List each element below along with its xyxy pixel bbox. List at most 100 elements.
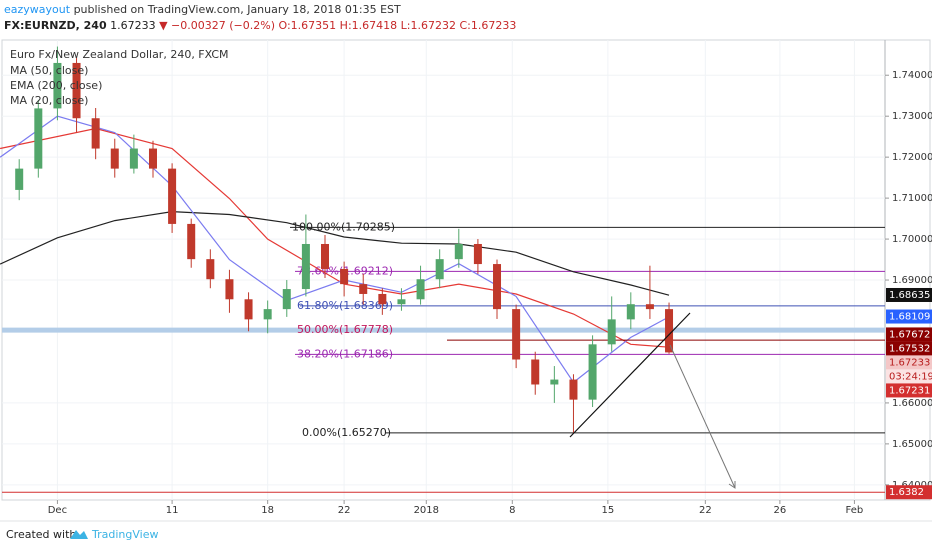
candle-body: [569, 379, 578, 400]
y-tick-label: 1.69000: [892, 275, 932, 286]
x-tick-label: Dec: [48, 505, 67, 516]
candle-body: [473, 243, 482, 265]
fib-label: 50.00%(1.67778): [297, 323, 393, 336]
x-tick-label: 22: [338, 505, 351, 516]
ma-line: [0, 127, 670, 348]
trend-line: [569, 312, 691, 438]
candle-body: [512, 309, 521, 360]
candle-body: [435, 259, 444, 280]
candle-body: [187, 223, 196, 260]
candle-body: [359, 284, 368, 294]
candle-body: [665, 309, 674, 353]
axes: 1.74000 1.73000 1.72000 1.71000 1.70000 1.690…: [48, 70, 932, 516]
overlays: 100.00%(1.70285)78.60%(1.69212)61.80%(1.…: [0, 115, 885, 493]
y-tick-label: 1.66000: [892, 398, 932, 409]
legend-entry: MA (50, close): [10, 64, 88, 77]
footer-brand[interactable]: TradingView: [91, 528, 158, 541]
candle-body: [340, 268, 349, 285]
header-line-2: FX:EURNZD, 240 1.67233 ▼ −0.00327 (−0.2%…: [4, 19, 516, 32]
candle-body: [148, 148, 157, 169]
legend-entry: EMA (200, close): [10, 79, 102, 92]
price-label: 1.67233: [889, 357, 930, 368]
candle-body: [454, 243, 463, 260]
candle-body: [53, 62, 62, 109]
price-label-box: [886, 309, 932, 324]
drawings: [569, 312, 736, 489]
candle-body: [129, 148, 138, 169]
price-label-box: [886, 341, 932, 356]
price-label-box: [886, 355, 932, 370]
candle-body: [263, 309, 272, 320]
x-tick-label: 8: [509, 505, 515, 516]
x-tick-label: 15: [602, 505, 615, 516]
price-label: 1.67672: [889, 329, 930, 340]
fib-label: 61.80%(1.68369): [297, 299, 393, 312]
price-label: 1.67231: [889, 385, 930, 396]
candle-body: [244, 299, 253, 320]
y-tick-label: 1.72000: [892, 152, 932, 163]
author[interactable]: eazywayout: [4, 3, 71, 16]
countdown: 03:24:19: [889, 371, 932, 382]
x-tick-label: Feb: [846, 505, 864, 516]
y-tick-label: 1.74000: [892, 70, 932, 81]
change: ▼ −0.00327 (−0.2%): [159, 19, 275, 32]
y-tick-label: 1.65000: [892, 439, 932, 450]
price-label: 1.67532: [889, 343, 930, 354]
plot-frame: [1, 39, 931, 501]
candle-body: [531, 359, 540, 385]
candle-body: [626, 304, 635, 320]
price-label: 1.6382: [889, 487, 924, 498]
candle-body: [282, 289, 291, 310]
candle-body: [15, 168, 24, 190]
fib-label: 100.00%(1.70285): [292, 220, 395, 233]
brand-logo: [70, 530, 88, 539]
price-label-box: [886, 383, 932, 398]
legend: Euro Fx/New Zealand Dollar, 240, FXCM MA…: [10, 48, 229, 107]
candle-body: [225, 279, 234, 300]
ohlc: H:1.67418: [340, 19, 397, 32]
candle-body: [321, 243, 330, 269]
y-tick-label: 1.71000: [892, 193, 932, 204]
candle-body: [168, 168, 177, 224]
candle-body: [588, 344, 597, 400]
price-label: 1.68635: [889, 290, 930, 301]
price-label-box: [886, 327, 932, 342]
x-tick-label: 2018: [414, 505, 439, 516]
fib-label: 38.20%(1.67186): [297, 347, 393, 360]
price-label-box: [886, 485, 932, 500]
x-tick-label: 22: [699, 505, 712, 516]
candle-body: [397, 299, 406, 305]
arrow-head: [728, 481, 736, 489]
candle-body: [416, 279, 425, 300]
y-tick-label: 1.70000: [892, 234, 932, 245]
y-tick-label: 1.73000: [892, 111, 932, 122]
candles: [15, 46, 674, 433]
footer-created: Created with: [6, 528, 76, 541]
x-tick-label: 18: [261, 505, 274, 516]
candle-body: [206, 259, 215, 280]
ohlc: C:1.67233: [459, 19, 516, 32]
countdown-box: [886, 369, 932, 384]
candle-body: [607, 319, 616, 345]
ohlc: L:1.67232: [401, 19, 456, 32]
candle-body: [301, 243, 310, 290]
projection-arrow: [669, 344, 736, 489]
x-tick-label: 26: [774, 505, 787, 516]
last-price: 1.67233: [110, 19, 156, 32]
candle-body: [110, 148, 119, 169]
candle-body: [34, 108, 43, 169]
candle-body: [550, 379, 559, 385]
published: published on TradingView.com, January 18…: [74, 3, 401, 16]
candle-body: [91, 118, 100, 149]
ma-line: [0, 210, 670, 296]
x-tick-label: 11: [166, 505, 179, 516]
candle-body: [493, 264, 502, 310]
legend-entry: MA (20, close): [10, 94, 88, 107]
ohlc: O:1.67351: [279, 19, 337, 32]
symbol: FX:EURNZD, 240: [4, 19, 107, 32]
candle-body: [645, 304, 654, 310]
candle-body: [378, 293, 387, 305]
candle-body: [72, 62, 81, 119]
